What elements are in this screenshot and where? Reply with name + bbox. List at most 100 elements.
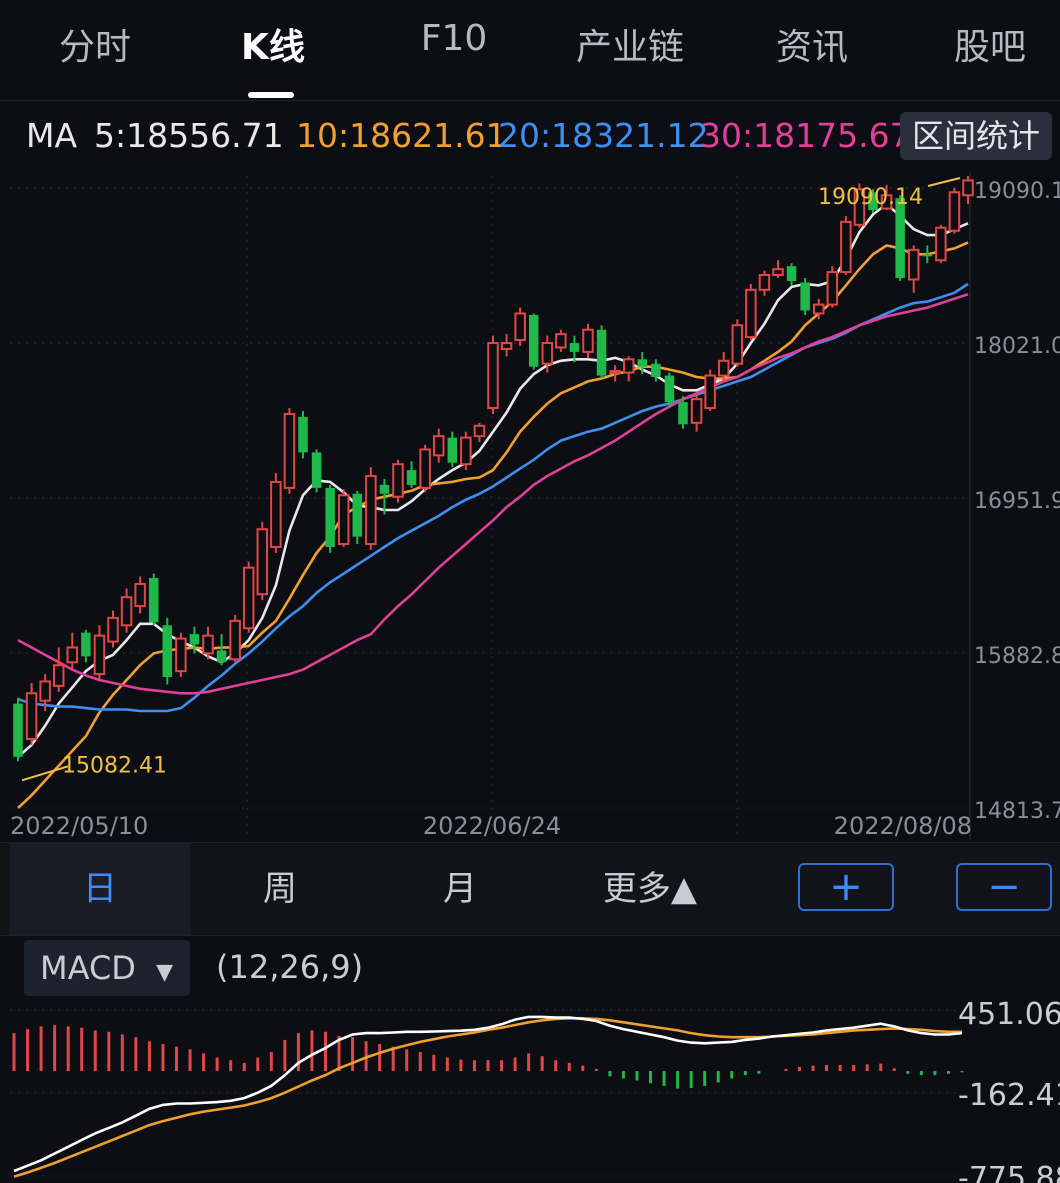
period-week[interactable]: 周	[263, 869, 297, 909]
macd-y-tick-label: -775.88	[958, 1161, 1060, 1183]
candle	[242, 561, 255, 633]
period-day[interactable]: 日	[10, 843, 190, 935]
candle	[800, 277, 810, 315]
ma20-value: 20:18321.12	[498, 116, 709, 155]
macd-params: (12,26,9)	[216, 948, 364, 986]
candle	[651, 359, 661, 382]
candle	[66, 632, 79, 670]
ma-label: MA	[26, 116, 78, 155]
active-tab-indicator	[248, 92, 294, 98]
tab-fenshi[interactable]: 分时	[58, 27, 131, 68]
kline-y-tick-label: 19090.14	[974, 179, 1060, 204]
period-more[interactable]: 更多▲	[602, 869, 698, 909]
candle	[120, 588, 133, 633]
kline-x-tick-label: 2022/06/24	[423, 812, 561, 840]
low-annotation: 15082.41	[62, 753, 167, 778]
kline-y-tick-label: 18021.05	[974, 334, 1060, 359]
period-month[interactable]: 月	[443, 869, 477, 909]
candle	[935, 224, 947, 264]
zoom-in-button[interactable]: +	[798, 863, 894, 911]
candle	[826, 266, 839, 308]
candle	[772, 260, 784, 278]
tab-f10[interactable]: F10	[420, 18, 488, 59]
macd-dif-line	[13, 1015, 963, 1173]
candle	[853, 183, 866, 228]
candle	[582, 323, 594, 358]
indicator-select[interactable]: MACD ▼	[24, 940, 190, 996]
range-statistics-button[interactable]: 区间统计	[900, 112, 1052, 160]
candle	[148, 573, 159, 626]
candle	[419, 444, 431, 493]
candle	[786, 263, 797, 286]
candle	[622, 356, 635, 382]
candle	[365, 467, 377, 550]
kline-y-tick-label: 16951.96	[974, 489, 1060, 514]
candle	[325, 484, 335, 553]
candle	[460, 431, 472, 471]
candle	[39, 674, 51, 712]
candle	[514, 307, 526, 346]
candle	[528, 313, 539, 370]
candle	[392, 459, 404, 503]
candle	[93, 625, 106, 680]
candle	[840, 215, 852, 276]
macd-chart[interactable]: 451.06 -162.41 -775.88	[0, 996, 1060, 1183]
candle	[229, 614, 241, 663]
tab-forum[interactable]: 股吧	[953, 27, 1026, 68]
candle	[880, 184, 893, 211]
candle	[447, 431, 458, 468]
candle	[812, 298, 825, 320]
candle	[487, 335, 499, 414]
candle	[352, 490, 363, 545]
candle	[216, 634, 227, 666]
candle	[25, 682, 38, 746]
candle	[473, 422, 486, 443]
candle	[432, 428, 445, 463]
ma5-value: 5:18556.71	[94, 116, 284, 155]
candle	[664, 372, 675, 409]
candle	[609, 365, 621, 382]
candle	[270, 473, 282, 553]
candle	[202, 626, 214, 660]
kline-y-tick-label: 15882.87	[974, 644, 1060, 669]
chevron-down-icon: ▼	[156, 960, 174, 985]
candle	[555, 329, 567, 352]
candle	[162, 617, 173, 685]
candle	[731, 319, 744, 367]
candle	[256, 521, 269, 601]
candle	[13, 697, 23, 762]
candle	[283, 408, 296, 494]
candle	[541, 335, 554, 373]
candle	[569, 335, 580, 363]
candle	[758, 270, 771, 296]
tab-industry-chain[interactable]: 产业链	[575, 27, 684, 68]
candle	[379, 478, 390, 515]
ma10-value: 10:18621.61	[296, 116, 507, 155]
indicator-select-label: MACD	[40, 949, 136, 987]
high-annotation: 19090.14	[818, 185, 923, 210]
candle	[311, 449, 322, 493]
macd-dea-line	[13, 1017, 962, 1178]
candle	[868, 189, 878, 213]
candle	[189, 626, 200, 654]
low-annotation-line	[21, 765, 69, 782]
candle	[962, 176, 974, 205]
candle	[81, 629, 91, 663]
kline-y-tick-label: 14813.78	[974, 799, 1060, 824]
candle	[717, 351, 730, 382]
tab-kline[interactable]: K线	[241, 27, 305, 68]
candle	[298, 411, 308, 459]
candle	[596, 325, 607, 379]
candle	[637, 351, 648, 375]
tab-news[interactable]: 资讯	[775, 27, 848, 68]
candle	[175, 632, 187, 678]
candle	[690, 393, 703, 432]
macd-y-tick-label: 451.06	[958, 997, 1060, 1032]
high-annotation-line	[927, 177, 961, 187]
zoom-out-button[interactable]: −	[956, 863, 1052, 911]
candle	[678, 396, 688, 429]
candle	[895, 195, 905, 281]
ma-legend: MA 5:18556.71 10:18621.61 20:18321.12 30…	[0, 112, 1060, 164]
kline-chart[interactable]: 19090.14 18021.05 16951.96 15882.87 14813.78…	[0, 172, 1060, 840]
ma-line-ma10	[17, 241, 969, 809]
